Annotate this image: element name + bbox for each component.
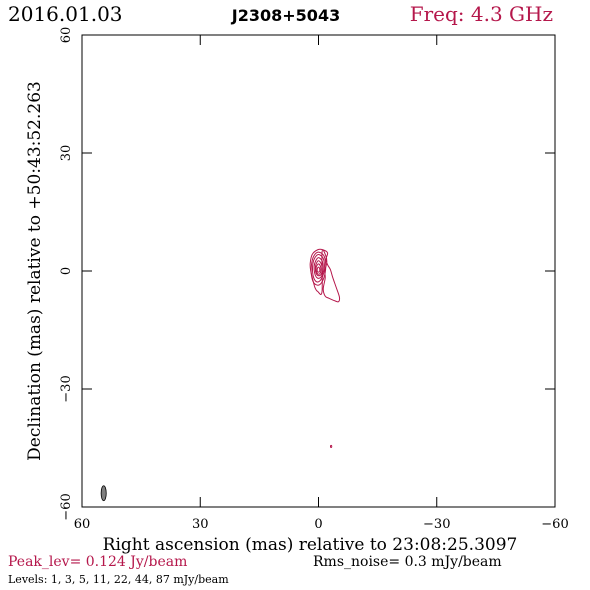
observation-date: 2016.01.03 bbox=[8, 2, 123, 26]
contour-level-87 bbox=[316, 266, 321, 273]
contour-level-3 bbox=[310, 251, 327, 286]
rms-noise-label: Rms_noise= 0.3 mJy/beam bbox=[313, 554, 502, 570]
frequency-label: Freq: 4.3 GHz bbox=[410, 2, 553, 26]
x-axis-label: Right ascension (mas) relative to 23:08:… bbox=[103, 535, 518, 555]
y-tick-label: −60 bbox=[59, 493, 74, 520]
y-tick-label: −30 bbox=[59, 375, 74, 402]
y-tick-label: 60 bbox=[59, 27, 74, 44]
x-tick-labels: 60 30 0 −30 −60 bbox=[74, 517, 569, 532]
beam-ellipse bbox=[100, 485, 107, 502]
peak-level-label: Peak_lev= 0.124 Jy/beam bbox=[8, 554, 187, 570]
contour-level-11 bbox=[313, 257, 324, 279]
isolated-components bbox=[329, 444, 333, 449]
contour-level-5 bbox=[312, 253, 325, 283]
isolated-component bbox=[329, 444, 333, 449]
x-tick-label: 30 bbox=[192, 517, 209, 532]
y-tick-labels: 60 30 0 −30 −60 bbox=[59, 27, 74, 521]
source-name: J2308+5043 bbox=[231, 6, 340, 25]
axis-ticks bbox=[81, 34, 556, 508]
contour-levels-label: Levels: 1, 3, 5, 11, 22, 44, 87 mJy/beam bbox=[8, 573, 229, 586]
plot-frame bbox=[81, 34, 556, 508]
contour-level-44 bbox=[315, 263, 322, 275]
contour-level-22 bbox=[314, 260, 323, 277]
y-tick-label: 30 bbox=[59, 145, 74, 162]
x-tick-label: −30 bbox=[423, 517, 450, 532]
x-tick-label: 0 bbox=[314, 517, 322, 532]
y-axis-label: Declination (mas) relative to +50:43:52.… bbox=[25, 81, 45, 461]
contour-group bbox=[309, 248, 341, 303]
y-tick-label: 0 bbox=[59, 267, 74, 275]
x-tick-label: 60 bbox=[74, 517, 91, 532]
x-tick-label: −60 bbox=[541, 517, 568, 532]
